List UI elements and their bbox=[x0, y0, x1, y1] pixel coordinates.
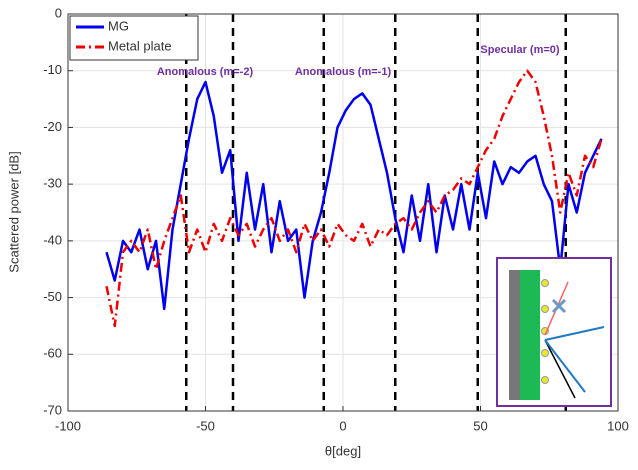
inset-ray bbox=[544, 339, 576, 399]
inset-cross bbox=[551, 298, 567, 314]
inset-ray bbox=[544, 339, 586, 393]
inset-ray bbox=[544, 326, 605, 341]
inset-dot bbox=[541, 279, 549, 287]
inset-diagram bbox=[496, 257, 612, 407]
y-tick-label: -20 bbox=[43, 119, 62, 134]
inset-dot bbox=[541, 305, 549, 313]
inset-dot bbox=[541, 376, 549, 384]
y-tick-label: -40 bbox=[43, 232, 62, 247]
y-tick-label: -70 bbox=[43, 402, 62, 417]
x-tick-label: 0 bbox=[339, 418, 346, 433]
series-line bbox=[105, 69, 603, 328]
inset-substrate bbox=[509, 270, 520, 400]
y-axis-label: Scattered power [dB] bbox=[6, 151, 21, 272]
annotation: Specular (m=0) bbox=[480, 44, 560, 56]
inset-metagrating bbox=[520, 270, 540, 400]
x-tick-label: 50 bbox=[473, 418, 487, 433]
inset-dot bbox=[541, 349, 549, 357]
x-tick-label: -50 bbox=[196, 418, 215, 433]
y-tick-label: -50 bbox=[43, 289, 62, 304]
y-tick-label: -30 bbox=[43, 176, 62, 191]
y-tick-label: 0 bbox=[55, 5, 62, 20]
x-tick-label: -100 bbox=[55, 418, 81, 433]
x-tick-label: 100 bbox=[607, 418, 629, 433]
x-axis-label: θ[deg] bbox=[325, 443, 361, 458]
annotation: Anomalous (m=-1) bbox=[295, 66, 392, 78]
legend-label: Metal plate bbox=[108, 38, 172, 53]
annotation: Anomalous (m=-2) bbox=[157, 66, 254, 78]
y-tick-label: -10 bbox=[43, 62, 62, 77]
legend-label: MG bbox=[108, 18, 129, 33]
plot-frame bbox=[67, 13, 619, 412]
series-line bbox=[105, 80, 603, 311]
legend-box bbox=[69, 15, 199, 61]
y-tick-label: -60 bbox=[43, 346, 62, 361]
